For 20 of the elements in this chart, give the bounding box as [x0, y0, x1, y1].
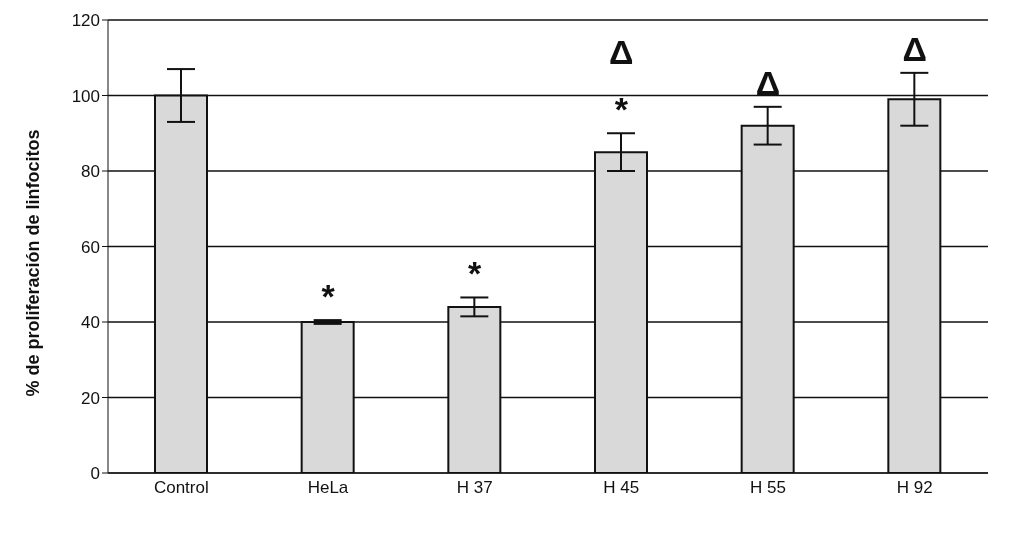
annotation: Δ: [902, 29, 927, 68]
x-tick-label: H 37: [456, 478, 493, 498]
x-tick-label: Control: [153, 478, 209, 498]
y-axis-title: % de proliferación de linfocitos: [23, 129, 44, 397]
annotation: Δ: [755, 63, 781, 102]
y-tick-label: 0: [90, 464, 100, 484]
x-tick-label: H 55: [750, 478, 786, 498]
annotation: Δ: [609, 32, 634, 71]
y-tick-label: 120: [71, 11, 100, 31]
annotation: *: [321, 277, 336, 316]
x-tick-label: HeLa: [307, 478, 349, 498]
y-tick-label: 40: [81, 313, 100, 333]
x-tick-label: H 45: [603, 478, 640, 498]
annotation: *: [614, 90, 629, 129]
y-tick-label: 60: [81, 237, 100, 257]
annotation: *: [468, 254, 483, 293]
x-tick-label: H 92: [896, 478, 933, 498]
y-tick-label: 100: [71, 86, 100, 106]
y-tick-label: 20: [81, 388, 100, 408]
y-tick-label: 80: [81, 162, 100, 182]
